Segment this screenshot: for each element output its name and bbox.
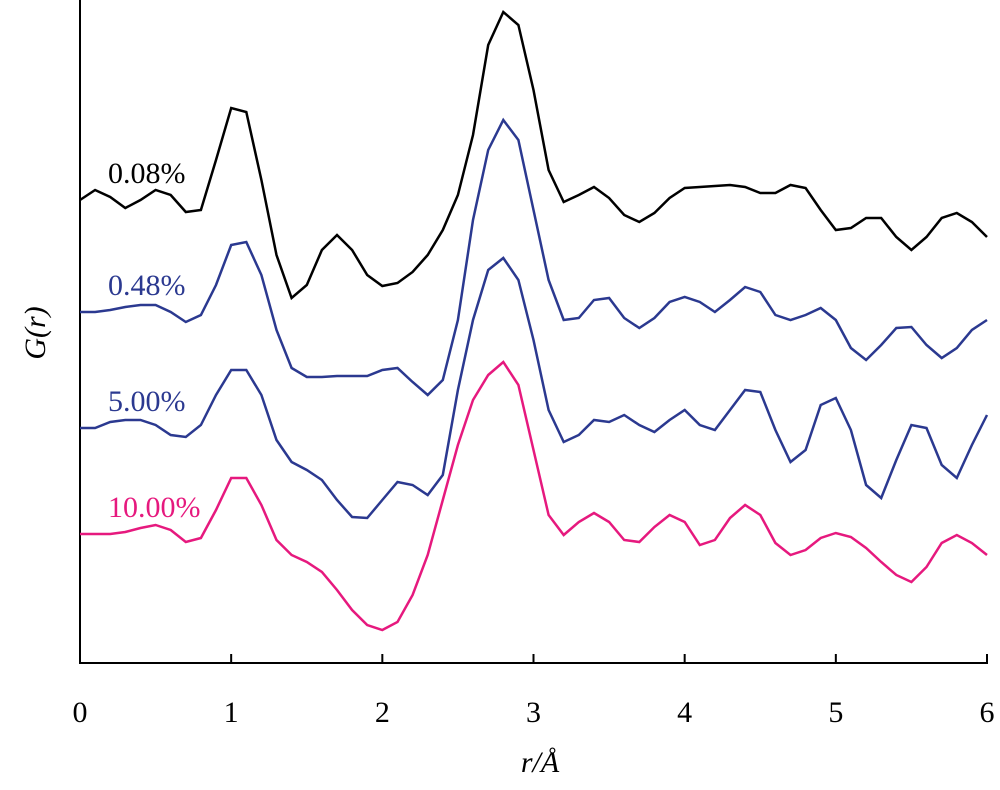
series-label: 5.00%	[108, 385, 186, 418]
x-tick-label: 0	[73, 696, 88, 729]
x-tick-label: 1	[224, 696, 239, 729]
series-line	[80, 256, 989, 520]
x-tick-label: 3	[526, 696, 541, 729]
x-tick-label: 4	[677, 696, 692, 729]
x-tick-label: 5	[828, 696, 843, 729]
series-line	[80, 117, 988, 397]
series-label: 0.48%	[108, 269, 186, 302]
x-tick-label: 2	[375, 696, 390, 729]
series-label: 10.00%	[108, 491, 201, 524]
x-tick-label: 6	[980, 696, 995, 729]
x-axis-label: r/Å	[521, 746, 560, 779]
series-line	[79, 9, 988, 301]
y-axis-label: G(r)	[19, 306, 52, 359]
series-line	[80, 360, 988, 632]
series-label: 0.08%	[108, 157, 186, 190]
